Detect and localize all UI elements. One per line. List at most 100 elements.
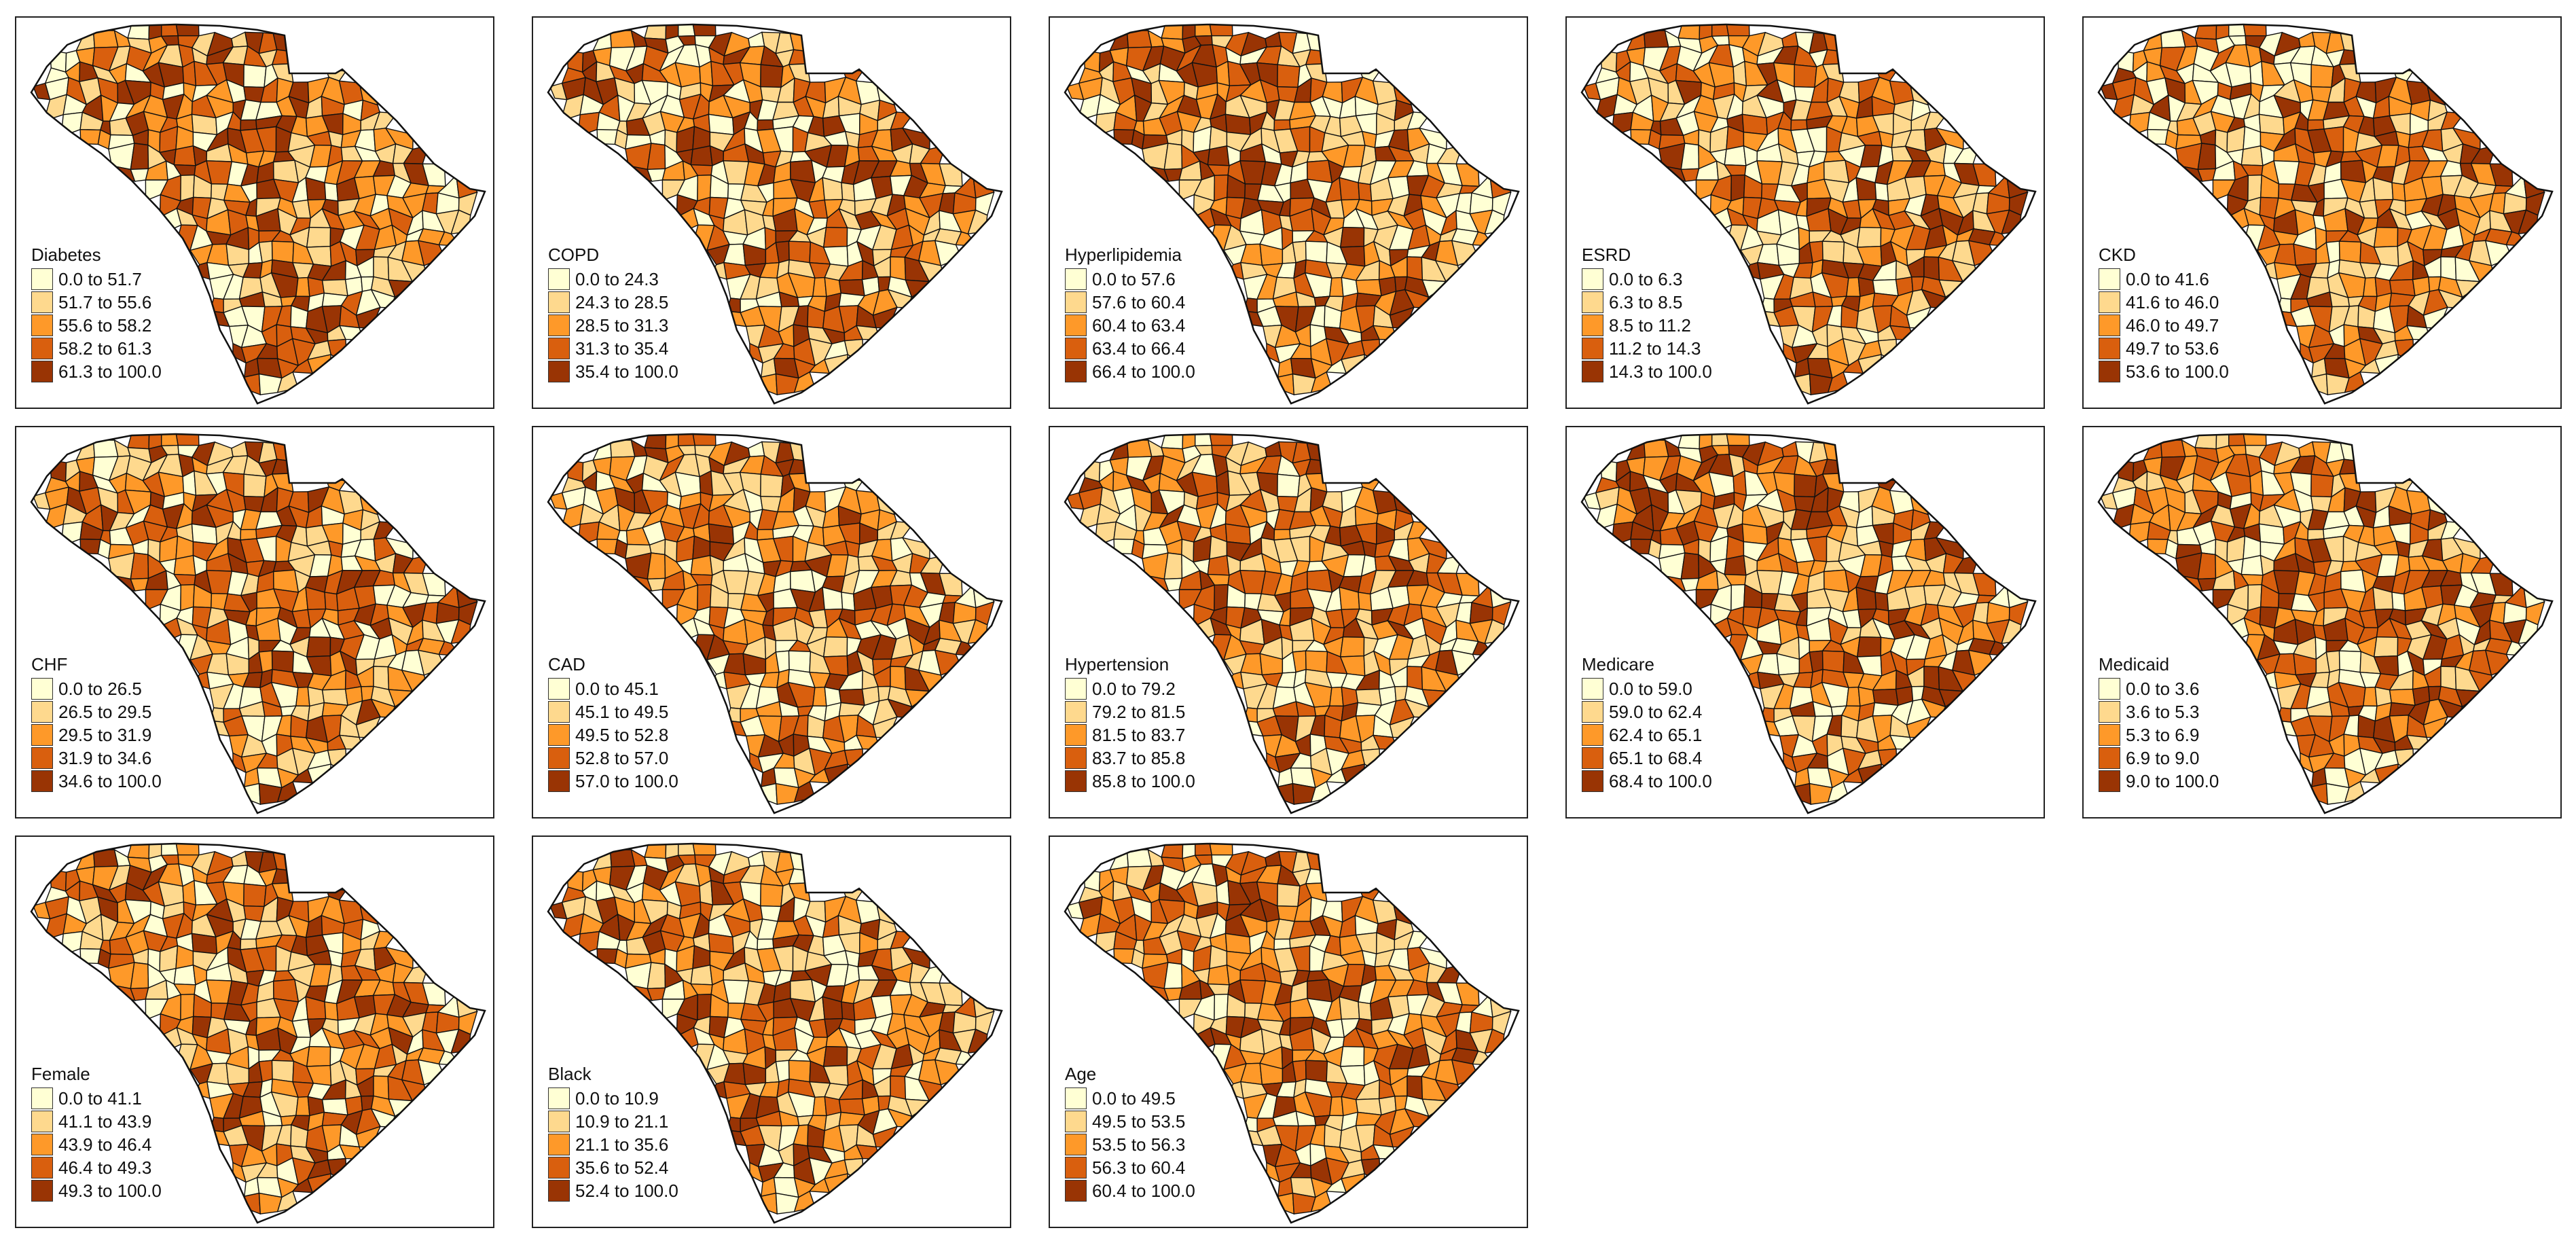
legend-label: 28.5 to 31.3 [575,314,669,336]
legend-label: 57.6 to 60.4 [1092,291,1186,312]
census-tract [1161,844,1184,859]
map-legend: Diabetes 0.0 to 51.7 51.7 to 55.6 55.6 to 5… [31,245,162,383]
legend-item: 49.7 to 53.6 [2099,337,2229,360]
legend-label: 53.6 to 100.0 [2126,361,2229,382]
legend-item: 49.5 to 52.8 [548,723,678,747]
census-tract [1207,554,1230,576]
census-tract [324,182,339,202]
legend-item: 60.4 to 100.0 [1065,1179,1195,1202]
census-tract [1724,554,1747,576]
census-tract [173,964,196,986]
census-tract [174,24,200,37]
legend-item: 57.6 to 60.4 [1065,291,1195,314]
census-tract [788,49,816,65]
census-tract [2258,523,2285,545]
legend-label: 41.1 to 43.9 [58,1111,152,1132]
legend-swatch [1065,361,1087,382]
census-tract [1339,636,1365,658]
legend-item: 5.3 to 6.9 [2099,723,2219,747]
census-tract [2194,434,2217,450]
legend-label: 0.0 to 41.1 [58,1087,142,1109]
legend-swatch [548,1157,570,1179]
legend-swatch [548,1087,570,1109]
legend-item: 0.0 to 24.3 [548,268,678,291]
census-tract [324,1001,339,1021]
legend-item: 24.3 to 28.5 [548,291,678,314]
map-panel-copd: COPD 0.0 to 24.3 24.3 to 28.5 28.5 to 31.3 3… [532,16,1011,409]
census-tract [1730,583,1745,611]
census-tract [2215,24,2230,40]
legend-item: 57.0 to 100.0 [548,770,678,793]
legend-swatch [1065,678,1087,700]
legend-swatch [1065,1157,1087,1179]
census-tract [79,538,101,555]
legend-item: 28.5 to 31.3 [548,314,678,337]
census-tract [1407,666,1423,691]
legend-label: 35.4 to 100.0 [575,361,678,382]
legend-label: 0.0 to 79.2 [1092,678,1176,699]
census-tract [148,24,162,40]
census-tract [2241,434,2267,446]
legend-item: 58.2 to 61.3 [31,337,162,360]
legend-swatch [1582,770,1603,792]
legend-swatch [31,1111,53,1132]
census-tract [1407,1075,1423,1100]
legend-label: 62.4 to 65.1 [1609,724,1703,745]
census-tract [1677,24,1701,40]
census-tract [1329,686,1344,707]
tract-polygons [32,434,478,806]
legend-swatch [31,724,53,746]
census-tract [890,666,907,691]
legend-label: 0.0 to 3.6 [2126,678,2200,699]
legend-item: 51.7 to 55.6 [31,291,162,314]
census-tract [1277,883,1301,907]
map-panel-cad: CAD 0.0 to 45.1 45.1 to 49.5 49.5 to 52.8 52… [532,426,1011,819]
legend-item: 0.0 to 59.0 [1582,677,1712,700]
map-legend: Hypertension 0.0 to 79.2 79.2 to 81.5 81.5 … [1065,654,1195,793]
legend-swatch [548,1180,570,1202]
legend-swatch [548,770,570,792]
legend-label: 83.7 to 85.8 [1092,747,1186,768]
census-tract [1277,473,1301,498]
census-tract [1821,458,1849,475]
census-tract [2394,338,2415,365]
map-panel-medicare: Medicare 0.0 to 59.0 59.0 to 62.4 62.4 to 6… [1565,426,2045,819]
legend-item: 0.0 to 45.1 [548,677,678,700]
state-outline [30,23,486,405]
legend-label: 55.6 to 58.2 [58,314,152,336]
census-tract [1277,64,1301,88]
census-tract [760,473,784,498]
legend-label: 49.5 to 52.8 [575,724,669,745]
census-tract [1874,182,1889,202]
legend-label: 57.0 to 100.0 [575,770,678,791]
census-tract [1677,434,1701,450]
census-tract [160,434,179,447]
legend-item: 0.0 to 41.1 [31,1087,162,1110]
census-tract [1305,458,1332,475]
map-panel-diabetes: Diabetes 0.0 to 51.7 51.7 to 55.6 55.6 to 5… [15,16,494,409]
legend-label: 85.8 to 100.0 [1092,770,1195,791]
census-tract [697,993,712,1021]
legend-item: 63.4 to 66.4 [1065,337,1195,360]
census-tract [1224,933,1252,954]
legend-item: 0.0 to 79.2 [1065,677,1195,700]
state-outline [2097,23,2554,405]
census-tract [243,473,267,498]
legend-swatch [548,1111,570,1132]
legend-swatch [548,314,570,336]
tract-polygons [32,844,478,1215]
legend-swatch [1065,291,1087,313]
census-tract [1821,49,1849,65]
legend-item: 85.8 to 100.0 [1065,770,1195,793]
legend-item: 62.4 to 65.1 [1582,723,1712,747]
census-tract [1182,844,1196,859]
census-tract [2247,583,2262,611]
legend-swatch [1582,747,1603,769]
census-tract [2247,174,2262,202]
census-tract [1877,338,1898,365]
census-tract [691,434,716,446]
census-tract [2310,64,2334,88]
legend-swatch [1065,268,1087,290]
legend-label: 59.0 to 62.4 [1609,701,1703,722]
census-tract [2241,145,2264,166]
